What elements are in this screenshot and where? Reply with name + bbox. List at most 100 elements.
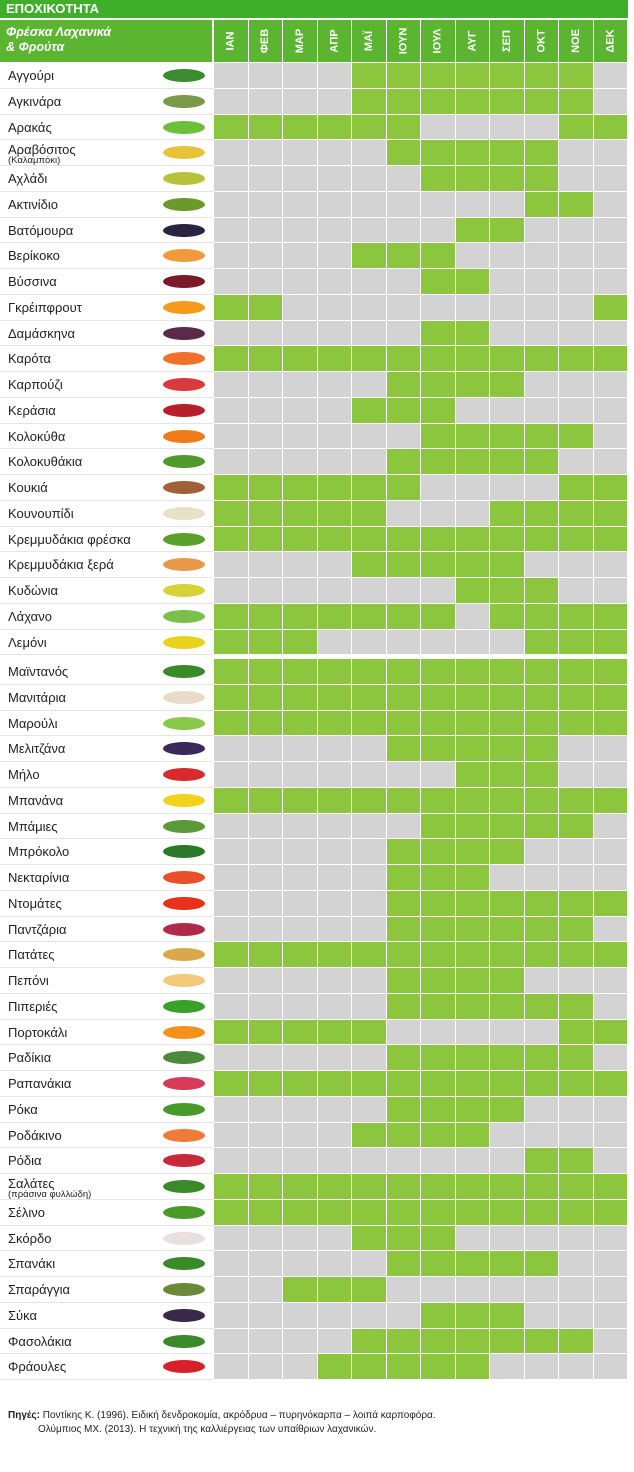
season-cell <box>593 578 627 603</box>
season-cell <box>386 423 420 449</box>
season-cell <box>386 968 420 993</box>
item-name: Γκρέιπφρουτ <box>8 299 82 315</box>
season-cell <box>386 578 420 603</box>
season-cell <box>214 603 248 629</box>
row-separator <box>0 113 214 115</box>
season-cell <box>283 1251 317 1276</box>
row-separator <box>0 1147 214 1149</box>
season-cell <box>317 659 351 684</box>
season-cell <box>524 603 558 629</box>
season-cell <box>317 968 351 993</box>
season-cell <box>490 243 524 268</box>
season-cell <box>248 449 282 474</box>
season-cell <box>593 217 627 243</box>
season-cell <box>283 578 317 603</box>
row-separator <box>0 165 214 166</box>
season-cell <box>490 1354 524 1379</box>
item-icon <box>163 1283 205 1296</box>
item-icon <box>163 326 205 340</box>
season-cell <box>352 166 386 191</box>
season-cell <box>490 1277 524 1302</box>
season-cell <box>593 839 627 864</box>
season-cell <box>352 659 386 684</box>
item-name: Πεπόνι <box>8 973 49 988</box>
season-cell <box>490 346 524 371</box>
item-name: Κεράσια <box>8 402 56 418</box>
season-cell <box>421 372 455 397</box>
season-cell <box>248 1251 282 1276</box>
season-cell <box>421 684 455 710</box>
season-cell <box>524 526 558 552</box>
item-name: Πατάτες <box>8 947 55 963</box>
season-cell <box>317 629 351 655</box>
season-cell <box>593 1071 627 1096</box>
season-cell <box>559 140 593 165</box>
season-cell <box>214 787 248 813</box>
season-cell <box>455 993 489 1019</box>
season-cell <box>524 1225 558 1251</box>
season-cell <box>283 294 317 320</box>
season-cell <box>490 449 524 474</box>
item-icon <box>163 352 205 366</box>
season-cell <box>283 1277 317 1302</box>
season-cell <box>214 1174 248 1199</box>
season-cell <box>524 890 558 916</box>
item-icon <box>163 403 205 417</box>
row-separator <box>0 1379 214 1380</box>
season-cell <box>214 710 248 736</box>
season-cell <box>386 1019 420 1045</box>
season-cell <box>317 839 351 864</box>
season-cell <box>214 166 248 191</box>
season-cell <box>490 88 524 114</box>
season-cell <box>421 166 455 191</box>
season-cell <box>386 942 420 967</box>
season-cell <box>283 114 317 140</box>
item-name: Καρότα <box>8 351 51 367</box>
footer-source: Ποντίκης Κ. (1996). Ειδική δενδροκομία, … <box>42 1410 436 1421</box>
season-cell <box>455 1148 489 1173</box>
season-cell <box>455 269 489 294</box>
season-cell <box>386 475 420 500</box>
season-cell <box>283 762 317 787</box>
season-cell <box>455 114 489 140</box>
season-cell <box>386 839 420 864</box>
month-header: ΜΑΪ <box>352 20 386 62</box>
row-separator <box>0 1224 214 1226</box>
season-cell <box>386 993 420 1019</box>
season-cell <box>559 684 593 710</box>
season-cell <box>455 243 489 268</box>
season-cell <box>455 629 489 655</box>
season-cell <box>317 500 351 526</box>
season-cell <box>283 1174 317 1199</box>
item-name: Μήλο <box>8 767 40 782</box>
item-icon <box>163 1154 205 1168</box>
row-separator <box>0 242 214 244</box>
season-cell <box>421 269 455 294</box>
item-note: (πράσινα φυλλώδη) <box>8 1189 92 1200</box>
season-cell <box>386 629 420 655</box>
season-cell <box>524 449 558 474</box>
row-separator <box>0 319 214 321</box>
month-header: ΙΑΝ <box>214 20 248 62</box>
season-cell <box>214 294 248 320</box>
row-separator <box>0 941 214 943</box>
season-cell <box>352 1328 386 1354</box>
season-cell <box>559 787 593 813</box>
row-separator <box>0 268 214 269</box>
item-name: Μανιτάρια <box>8 689 66 705</box>
season-cell <box>352 1096 386 1122</box>
item-name: Αραβόσιτος <box>8 142 76 158</box>
month-label: ΑΥΓ <box>466 30 479 52</box>
season-cell <box>421 320 455 346</box>
season-cell <box>248 397 282 423</box>
item-name: Καρπούζι <box>8 377 63 392</box>
season-cell <box>455 397 489 423</box>
item-name: Μπάμιες <box>8 818 58 834</box>
season-cell <box>352 762 386 787</box>
season-cell <box>283 659 317 684</box>
season-cell <box>455 659 489 684</box>
item-icon <box>163 1051 205 1065</box>
season-cell <box>317 1199 351 1225</box>
season-cell <box>421 1225 455 1251</box>
